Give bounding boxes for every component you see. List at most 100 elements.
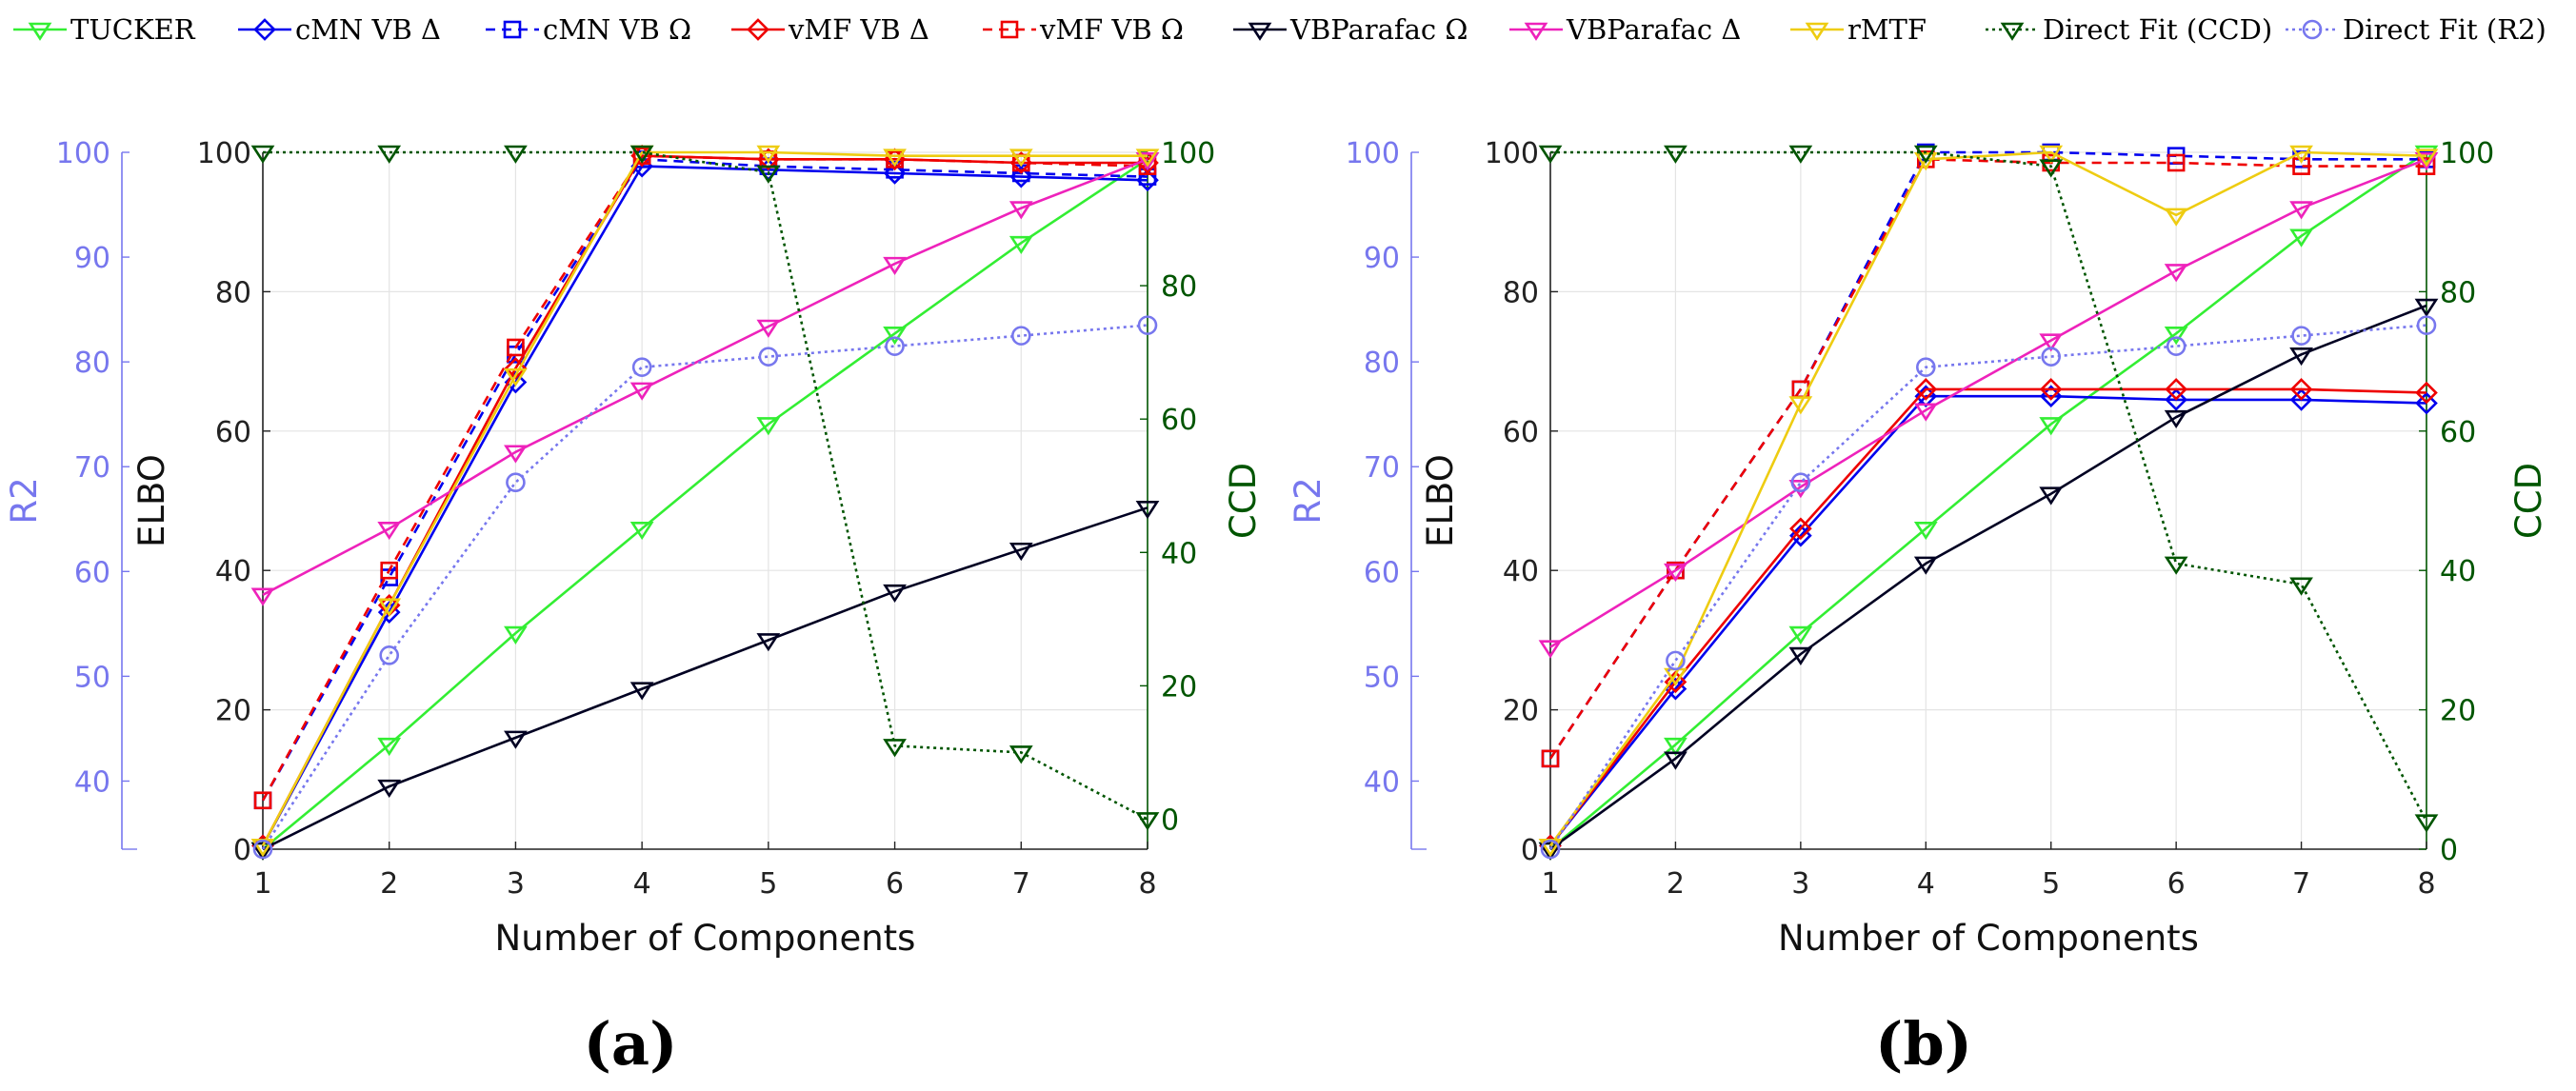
r2-tick-label: 70: [1364, 451, 1400, 485]
legend-item-cmn-vb: cMN VB Ω: [486, 13, 691, 46]
data-point: [883, 327, 907, 346]
data-point: [1135, 152, 1160, 171]
data-point: [380, 561, 399, 580]
legend-label: rMTF: [1847, 13, 1927, 46]
r2-tick-label: 60: [74, 556, 110, 589]
data-point: [1913, 152, 1938, 171]
data-point: [2289, 145, 2313, 164]
legend-item-vbparafac: VBParafac Δ: [1509, 13, 1741, 46]
series-line: [261, 324, 1148, 850]
data-point: [2414, 149, 2439, 168]
data-point: [507, 338, 525, 357]
r2-tick-label: 50: [1364, 661, 1400, 694]
data-point: [1541, 749, 1560, 768]
x-tick-label: 6: [886, 867, 904, 901]
legend-item-direct-fit-r2: Direct Fit (R2): [2286, 13, 2546, 46]
series-line: [261, 165, 1148, 846]
ccd-tick-label: 60: [2440, 416, 2476, 449]
legend-label: VBParafac Ω: [1289, 13, 1468, 46]
elbo-tick-label: 0: [233, 834, 251, 867]
data-point: [1138, 157, 1157, 175]
series-line: [1549, 150, 2427, 850]
series-line: [261, 150, 1148, 846]
legend-label: Direct Fit (R2): [2343, 13, 2546, 46]
panel-label: (a): [584, 1009, 678, 1079]
data-point: [504, 145, 528, 164]
data-point: [250, 145, 275, 164]
series-vmf-vb: [253, 147, 1157, 810]
data-point: [1788, 646, 1813, 665]
elbo-tick-label: 20: [215, 695, 251, 728]
legend-label: cMN VB Ω: [543, 13, 691, 46]
data-point: [2167, 153, 2186, 172]
series-line: [261, 154, 1148, 802]
x-axis-title: Number of Components: [495, 918, 916, 959]
data-point: [504, 730, 528, 749]
data-point: [756, 319, 781, 338]
data-point: [629, 382, 654, 401]
x-tick-label: 7: [2292, 867, 2310, 901]
r2-tick-label: 40: [1364, 765, 1400, 799]
data-point: [2039, 486, 2064, 506]
data-point: [631, 357, 652, 377]
data-point: [883, 739, 907, 758]
data-point: [506, 472, 526, 493]
data-point: [2164, 264, 2188, 283]
data-point: [377, 779, 402, 799]
series-line: [262, 158, 1148, 596]
x-tick-label: 3: [507, 867, 525, 901]
data-point: [1913, 403, 1938, 422]
data-point: [629, 145, 654, 164]
x-tick-label: 4: [1917, 867, 1935, 901]
data-point: [2039, 417, 2064, 436]
legend-label: VBParafac Δ: [1566, 13, 1741, 46]
data-point: [758, 347, 779, 367]
r2-tick-label: 100: [56, 137, 110, 170]
data-point: [250, 587, 275, 606]
ccd-tick-label: 100: [1161, 137, 1215, 170]
data-point: [2415, 391, 2438, 415]
legend-item-tucker: TUCKER: [13, 13, 196, 46]
data-point: [1538, 640, 1563, 659]
series-line: [262, 506, 1148, 851]
series-line: [1548, 150, 2427, 847]
ccd-tick-label: 80: [2440, 276, 2476, 309]
data-point: [377, 145, 402, 164]
series-vmf-vb: [1539, 378, 2438, 858]
x-tick-label: 2: [1667, 867, 1685, 901]
series-line: [1549, 158, 2427, 648]
data-point: [629, 682, 654, 701]
legend-swatch-marker: [253, 18, 276, 41]
data-point: [2289, 347, 2313, 367]
legend-swatch-marker: [1524, 22, 1548, 41]
panel-label: (b): [1875, 1009, 1972, 1079]
x-tick-label: 8: [2417, 867, 2435, 901]
series-vbparafac: [1538, 298, 2439, 861]
data-point: [1664, 751, 1687, 770]
r2-tick-label: 80: [1364, 347, 1400, 380]
ccd-tick-label: 60: [1161, 404, 1197, 437]
legend: TUCKER cMN VB Δ cMN VB Ω vMF VB Δ vMF VB Ω VB…: [13, 13, 2546, 46]
data-point: [2164, 208, 2188, 227]
data-point: [2289, 577, 2313, 596]
data-point: [2039, 159, 2064, 178]
data-point: [2292, 157, 2310, 175]
x-tick-label: 5: [2042, 867, 2060, 901]
data-point: [377, 737, 402, 757]
elbo-tick-label: 40: [1503, 555, 1539, 588]
series-line: [1548, 158, 2426, 760]
legend-swatch-marker: [503, 20, 522, 39]
data-point: [504, 367, 528, 387]
legend-item-vmf-vb: vMF VB Ω: [983, 13, 1184, 46]
data-point: [756, 633, 781, 652]
series-direct-fit-ccd: [1538, 145, 2439, 833]
data-point: [2039, 333, 2064, 352]
data-point: [1008, 542, 1033, 562]
data-point: [2414, 152, 2439, 171]
data-point: [1788, 396, 1813, 415]
data-point: [756, 145, 781, 164]
data-point: [1135, 149, 1160, 168]
data-point: [2039, 378, 2063, 401]
data-point: [1913, 145, 1938, 164]
